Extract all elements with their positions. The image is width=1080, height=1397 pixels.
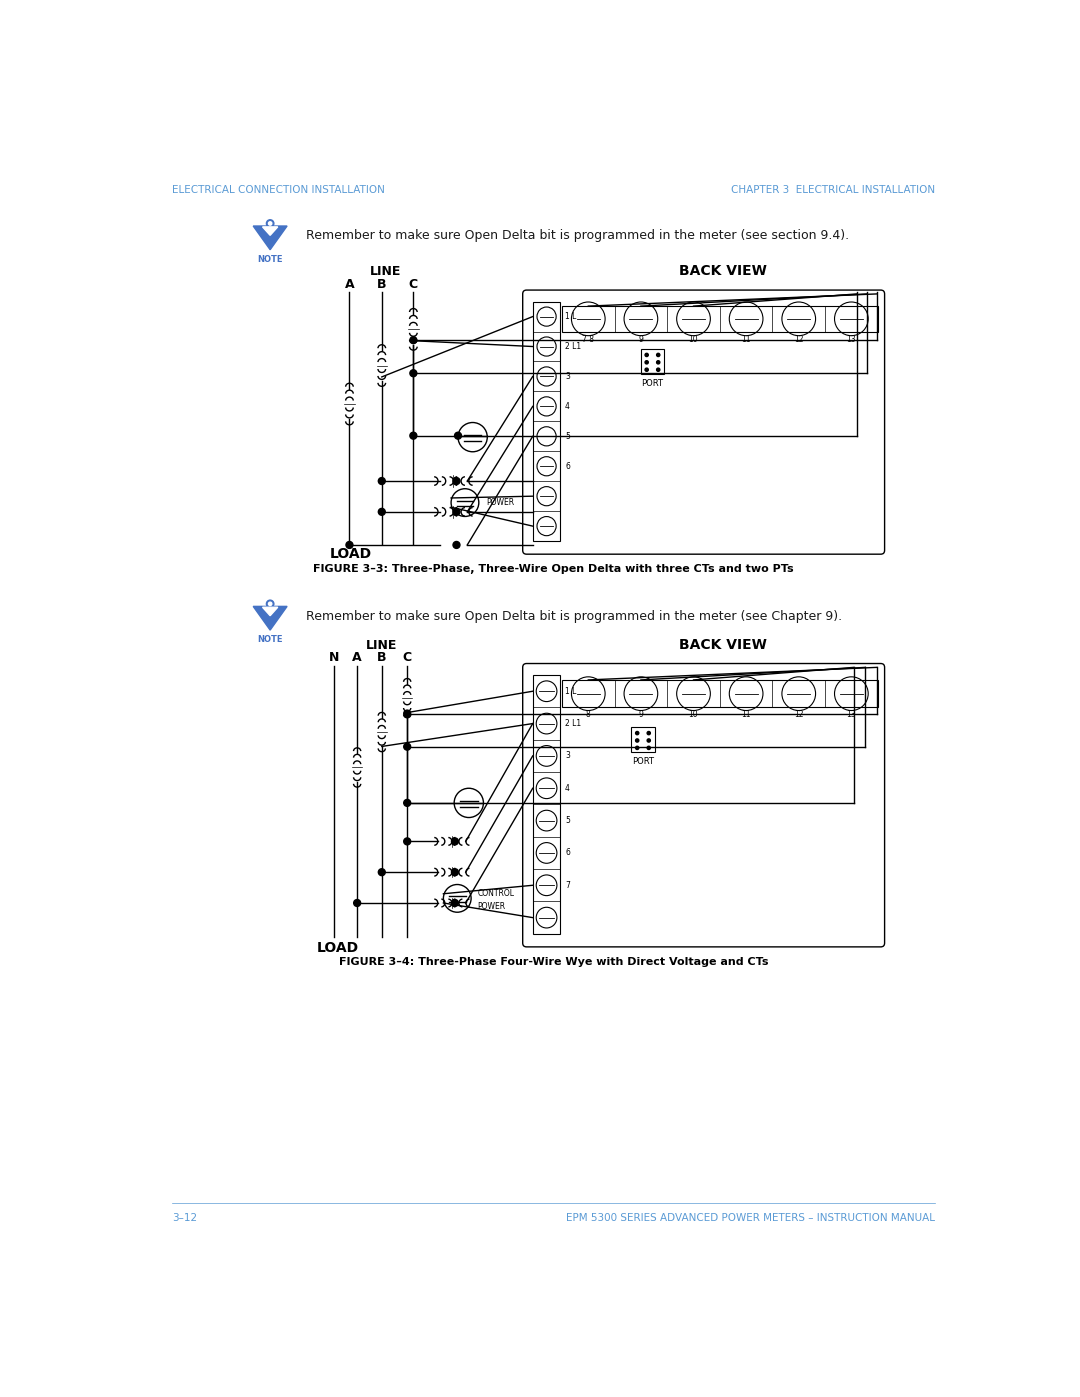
Circle shape <box>269 602 272 605</box>
Circle shape <box>645 353 648 356</box>
Text: A: A <box>345 278 354 291</box>
Circle shape <box>267 219 274 228</box>
Polygon shape <box>262 226 278 235</box>
Circle shape <box>453 542 460 549</box>
Text: 11: 11 <box>741 711 751 719</box>
Bar <box>640 349 664 374</box>
Circle shape <box>378 478 386 485</box>
Text: NOTE: NOTE <box>257 254 283 264</box>
Text: 3–12: 3–12 <box>173 1213 198 1222</box>
Polygon shape <box>253 606 287 630</box>
Circle shape <box>636 732 638 735</box>
Text: Remember to make sure Open Delta bit is programmed in the meter (see section 9.4: Remember to make sure Open Delta bit is … <box>306 229 849 242</box>
Text: PORT: PORT <box>642 379 663 387</box>
Text: 9: 9 <box>638 335 644 344</box>
Circle shape <box>378 509 386 515</box>
Text: 12: 12 <box>794 335 804 344</box>
Text: FIGURE 3–4: Three-Phase Four-Wire Wye with Direct Voltage and CTs: FIGURE 3–4: Three-Phase Four-Wire Wye wi… <box>339 957 768 967</box>
Circle shape <box>269 222 272 225</box>
Circle shape <box>657 353 660 356</box>
Text: 2 L1: 2 L1 <box>565 719 581 728</box>
Circle shape <box>410 337 417 344</box>
Text: 3: 3 <box>565 372 570 381</box>
Text: LINE: LINE <box>370 265 402 278</box>
Circle shape <box>410 432 417 439</box>
Text: CHAPTER 3  ELECTRICAL INSTALLATION: CHAPTER 3 ELECTRICAL INSTALLATION <box>730 184 934 194</box>
Circle shape <box>404 710 410 717</box>
Circle shape <box>451 869 458 876</box>
Circle shape <box>267 601 274 608</box>
Circle shape <box>404 838 410 845</box>
Text: 10: 10 <box>689 335 699 344</box>
Text: 5: 5 <box>565 432 570 441</box>
Text: 2 L1: 2 L1 <box>565 342 581 351</box>
Bar <box>532 302 561 541</box>
Text: 9: 9 <box>638 711 644 719</box>
Text: 7 8: 7 8 <box>582 335 594 344</box>
Text: BACK VIEW: BACK VIEW <box>679 264 767 278</box>
Text: 7: 7 <box>565 880 570 890</box>
Text: N: N <box>329 651 339 664</box>
Text: 4: 4 <box>565 784 570 792</box>
Bar <box>532 675 561 933</box>
Circle shape <box>645 367 648 372</box>
Circle shape <box>647 746 650 750</box>
Bar <box>562 306 878 331</box>
Text: B: B <box>377 651 387 664</box>
Text: LOAD: LOAD <box>330 548 373 562</box>
Circle shape <box>346 542 353 549</box>
Text: 5: 5 <box>565 816 570 826</box>
Circle shape <box>657 360 660 365</box>
Text: 6: 6 <box>565 848 570 858</box>
Circle shape <box>647 739 650 742</box>
Text: PORT: PORT <box>632 757 654 766</box>
Circle shape <box>410 370 417 377</box>
Circle shape <box>453 478 460 485</box>
Text: C: C <box>403 651 411 664</box>
Text: NOTE: NOTE <box>257 636 283 644</box>
Text: 13: 13 <box>847 711 856 719</box>
Text: 1 L: 1 L <box>565 312 577 321</box>
Text: 1 L: 1 L <box>565 687 577 696</box>
Circle shape <box>636 739 638 742</box>
Text: 12: 12 <box>794 711 804 719</box>
Polygon shape <box>262 608 278 616</box>
Circle shape <box>404 743 410 750</box>
Circle shape <box>451 838 458 845</box>
Circle shape <box>451 900 458 907</box>
Text: Remember to make sure Open Delta bit is programmed in the meter (see Chapter 9).: Remember to make sure Open Delta bit is … <box>306 609 841 623</box>
Text: LINE: LINE <box>366 638 397 652</box>
Circle shape <box>636 746 638 750</box>
Text: 13: 13 <box>847 335 856 344</box>
Circle shape <box>645 360 648 365</box>
Circle shape <box>455 432 461 439</box>
Text: POWER: POWER <box>486 499 515 507</box>
Text: CONTROL: CONTROL <box>477 890 514 898</box>
Polygon shape <box>253 226 287 250</box>
Circle shape <box>657 367 660 372</box>
Text: POWER: POWER <box>477 901 505 911</box>
Text: 6: 6 <box>565 462 570 471</box>
Text: A: A <box>352 651 362 664</box>
Circle shape <box>353 900 361 907</box>
Text: 8: 8 <box>586 711 591 719</box>
Circle shape <box>404 799 410 806</box>
Bar <box>562 680 878 707</box>
Text: B: B <box>377 278 387 291</box>
Text: FIGURE 3–3: Three-Phase, Three-Wire Open Delta with three CTs and two PTs: FIGURE 3–3: Three-Phase, Three-Wire Open… <box>313 564 794 574</box>
Text: 3: 3 <box>565 752 570 760</box>
Text: BACK VIEW: BACK VIEW <box>679 638 767 652</box>
Bar <box>632 728 654 752</box>
Circle shape <box>647 732 650 735</box>
Text: 11: 11 <box>741 335 751 344</box>
Text: EPM 5300 SERIES ADVANCED POWER METERS – INSTRUCTION MANUAL: EPM 5300 SERIES ADVANCED POWER METERS – … <box>566 1213 934 1222</box>
Text: C: C <box>409 278 418 291</box>
Circle shape <box>453 509 460 515</box>
Text: 4: 4 <box>565 402 570 411</box>
Text: 10: 10 <box>689 711 699 719</box>
Text: LOAD: LOAD <box>318 942 360 956</box>
Text: ELECTRICAL CONNECTION INSTALLATION: ELECTRICAL CONNECTION INSTALLATION <box>173 184 386 194</box>
Circle shape <box>378 869 386 876</box>
